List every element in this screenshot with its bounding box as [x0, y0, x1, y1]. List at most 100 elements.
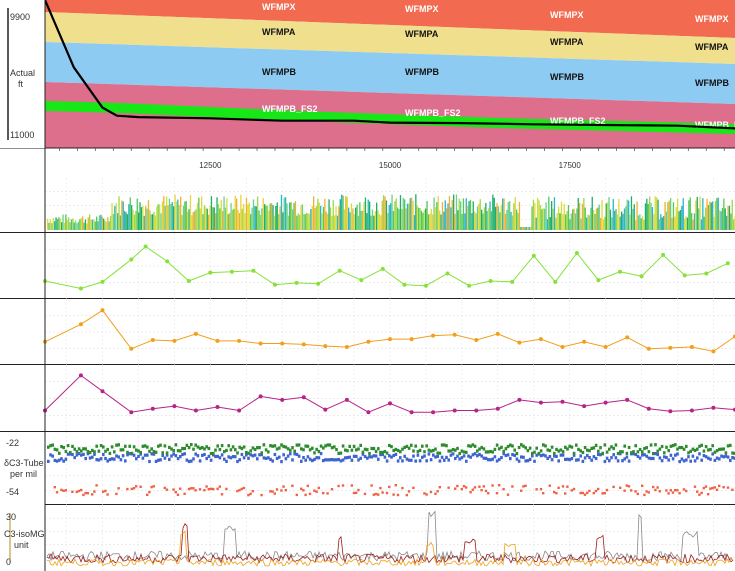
log-bar [394, 201, 396, 230]
tube-point-green [612, 446, 615, 451]
log-bar [506, 209, 508, 230]
tube-point-green [278, 446, 281, 450]
tube-point-blue [143, 453, 147, 457]
tube-point-blue [526, 459, 530, 463]
tube-point-blue [722, 455, 725, 459]
log-bar [362, 210, 364, 230]
log-bar [521, 227, 523, 230]
c3-orange-line [46, 530, 734, 568]
tube-point-red [187, 487, 191, 491]
log-bar [640, 218, 642, 230]
log-bar [173, 206, 175, 230]
series-point [711, 349, 716, 354]
tube-point-green [722, 447, 725, 451]
tube-point-blue [685, 458, 688, 462]
tube-label-2: per mil [10, 469, 38, 479]
tube-point-red [583, 493, 587, 496]
tube-point-blue [434, 455, 437, 459]
tube-point-blue [124, 459, 127, 463]
tube-point-green [513, 448, 516, 452]
log-bar [105, 221, 108, 230]
tube-point-green [220, 444, 224, 448]
log-bar [55, 217, 57, 230]
tube-point-blue [86, 452, 90, 456]
tube-point-blue [528, 457, 532, 461]
series-point [100, 279, 105, 284]
tube-point-red [392, 493, 395, 496]
log-bar [607, 202, 609, 230]
series-line [44, 309, 735, 352]
log-bar [318, 202, 320, 230]
tube-point-blue [491, 457, 494, 461]
tube-point-red [313, 489, 316, 492]
log-bar [384, 196, 386, 230]
series-point [646, 406, 651, 411]
log-bar [472, 201, 474, 230]
tube-point-blue [469, 455, 472, 459]
tube-point-blue [60, 457, 63, 461]
log-bar [195, 209, 197, 230]
log-bar [404, 199, 406, 230]
tube-point-red [520, 489, 523, 492]
tube-point-blue [260, 453, 263, 457]
tube-point-green [359, 443, 362, 447]
tube-point-green [564, 445, 567, 449]
log-bar [553, 197, 556, 230]
log-bar [174, 194, 176, 230]
log-bar [492, 194, 494, 230]
log-bar [136, 198, 138, 230]
tube-point-blue [108, 457, 112, 462]
log-bar [377, 210, 379, 230]
tube-point-green [385, 451, 389, 455]
tube-point-red [460, 487, 463, 491]
tube-point-red [711, 486, 714, 490]
log-bar [349, 212, 351, 230]
tube-point-green [669, 444, 673, 448]
log-bar [77, 221, 80, 230]
tube-point-blue [511, 453, 514, 457]
tube-point-blue [627, 459, 631, 463]
log-bar [703, 216, 705, 230]
tube-point-blue [465, 459, 468, 463]
series-point [129, 410, 134, 415]
tube-point-blue [214, 454, 217, 459]
tube-point-blue [242, 456, 246, 460]
log-bar [373, 215, 375, 230]
log-bar [544, 208, 546, 230]
tube-point-red [423, 492, 426, 495]
tube-point-blue [588, 456, 591, 460]
tube-point-red [665, 489, 668, 492]
log-bar [420, 210, 423, 230]
log-bar [101, 216, 103, 230]
tube-point-blue [172, 452, 175, 456]
log-bar [262, 198, 264, 230]
log-bar [332, 200, 334, 230]
tube-point-red [436, 490, 439, 493]
tube-point-green [335, 448, 338, 452]
tube-point-red [498, 484, 501, 487]
log-bar [535, 217, 537, 230]
series-point [294, 280, 299, 285]
tube-point-blue [605, 456, 609, 460]
log-bar [180, 196, 182, 230]
log-bar [121, 200, 123, 230]
log-bar [76, 223, 78, 230]
log-bar [619, 216, 621, 230]
tube-point-blue [135, 457, 138, 461]
tube-point-blue [720, 454, 723, 458]
log-bar [385, 200, 388, 230]
tube-point-green [414, 444, 417, 448]
tube-point-green [520, 443, 523, 447]
log-bar [352, 208, 354, 230]
log-bar [100, 214, 102, 230]
tube-point-red [273, 492, 276, 495]
tube-point-blue [377, 457, 380, 461]
tube-point-blue [579, 454, 582, 458]
tube-point-blue [223, 457, 226, 461]
log-bar [490, 211, 493, 230]
tube-point-red [317, 486, 320, 490]
log-bar [367, 199, 369, 230]
series-point [172, 404, 177, 409]
log-bar [502, 198, 504, 230]
log-bar [446, 208, 448, 230]
